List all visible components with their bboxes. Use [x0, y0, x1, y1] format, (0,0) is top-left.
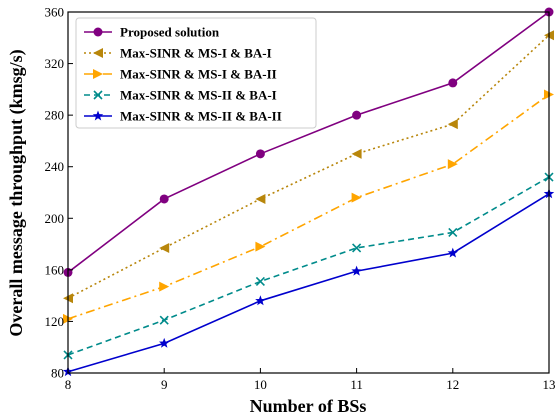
legend-label: Max-SINR & MS-I & BA-II	[120, 67, 277, 82]
x-tick-label: 11	[350, 377, 363, 392]
x-tick-label: 13	[543, 377, 556, 392]
legend-label: Proposed solution	[120, 25, 220, 40]
series-2	[63, 30, 554, 304]
y-axis-title: Overall message throughput (kmsg/s)	[6, 49, 27, 336]
series-3-line	[67, 93, 550, 320]
legend-marker	[92, 110, 104, 121]
data-point	[351, 265, 362, 276]
y-tick-label: 200	[45, 211, 65, 226]
legend-marker	[93, 48, 103, 58]
data-point	[158, 337, 170, 348]
data-point	[447, 159, 458, 170]
series-4-line	[67, 176, 550, 356]
series-1-line	[67, 11, 550, 274]
data-point	[448, 227, 458, 238]
series-2-line	[67, 34, 550, 299]
data-point	[352, 243, 362, 253]
y-tick-label: 80	[51, 366, 64, 381]
data-point	[159, 242, 170, 253]
data-point	[447, 247, 459, 258]
data-point	[255, 241, 266, 252]
data-point	[159, 194, 169, 204]
legend-label: Max-SINR & MS-II & BA-II	[120, 109, 282, 124]
series-4	[63, 172, 554, 360]
legend-item-1: Proposed solution	[84, 25, 220, 40]
legend-marker	[93, 90, 103, 100]
legend-label: Max-SINR & MS-I & BA-I	[120, 46, 272, 61]
data-point	[352, 110, 362, 120]
x-axis-title: Number of BSs	[250, 396, 367, 416]
y-tick-label: 320	[45, 56, 65, 71]
y-tick-label: 240	[45, 159, 65, 174]
data-point	[159, 281, 170, 292]
y-tick-label: 120	[45, 314, 65, 329]
legend-item-5: Max-SINR & MS-II & BA-II	[84, 109, 282, 124]
data-point	[159, 315, 169, 325]
data-point	[447, 119, 458, 130]
data-point	[448, 78, 458, 88]
data-point	[351, 148, 362, 159]
series-5	[62, 188, 555, 377]
legend-frame	[75, 17, 317, 129]
data-point	[351, 192, 362, 203]
legend-label: Max-SINR & MS-II & BA-I	[120, 88, 277, 103]
series-1	[63, 7, 554, 277]
data-point	[255, 295, 266, 306]
x-tick-label: 10	[254, 377, 267, 392]
plot-frame	[67, 11, 550, 374]
legend-marker	[93, 69, 103, 79]
legend: Proposed solution Max-SINR & MS-I & BA-I M…	[75, 17, 317, 129]
series-5-line	[67, 193, 550, 373]
legend-item-2: Max-SINR & MS-I & BA-I	[84, 46, 272, 61]
axis-ticks: 8 9 10 11 12 13 80 120 160 200 240 280 320 360	[45, 5, 556, 393]
legend-item-3: Max-SINR & MS-I & BA-II	[84, 67, 277, 82]
x-tick-label: 9	[161, 377, 168, 392]
legend-item-4: Max-SINR & MS-II & BA-I	[84, 88, 277, 103]
legend-marker	[93, 27, 103, 37]
y-tick-label: 160	[45, 262, 65, 277]
y-tick-label: 280	[45, 108, 65, 123]
data-point	[255, 276, 265, 287]
data-point	[255, 149, 265, 159]
y-tick-label: 360	[45, 5, 65, 20]
data-point	[255, 193, 266, 204]
x-tick-label: 8	[65, 377, 72, 392]
x-tick-label: 12	[446, 377, 459, 392]
